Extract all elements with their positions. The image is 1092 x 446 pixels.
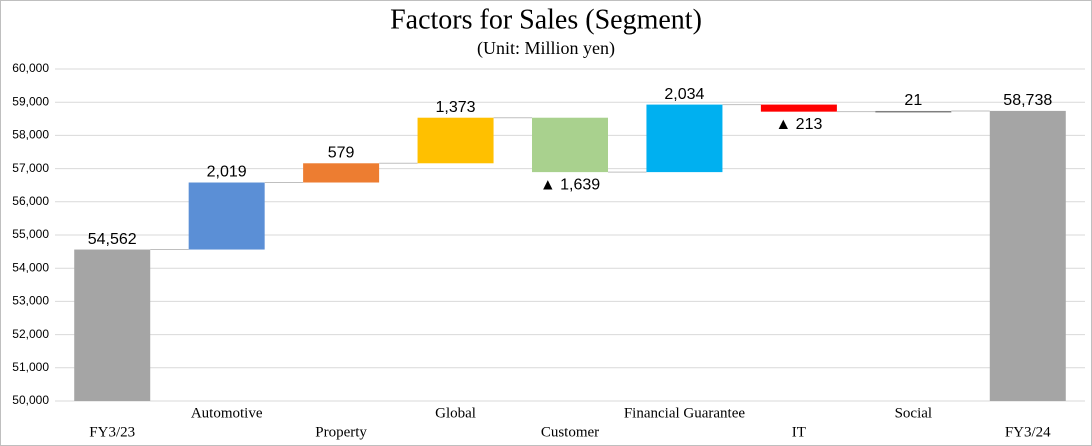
value-label: 2,019 [207,164,247,181]
x-tick-label: FY3/23 [89,424,135,440]
x-tick-label: Global [435,405,476,421]
value-label: 54,562 [88,231,137,248]
x-tick-label: Social [895,405,933,421]
bar [646,104,723,173]
bar [875,110,952,113]
bar [417,117,494,164]
x-tick-label: IT [792,424,806,440]
y-tick-label: 55,000 [12,227,49,241]
y-tick-label: 53,000 [12,294,49,308]
value-label: 579 [328,145,355,162]
value-label: 2,034 [664,86,704,103]
y-tick-label: 57,000 [12,161,49,175]
y-tick-label: 52,000 [12,327,49,341]
y-tick-label: 54,000 [12,260,49,274]
bar [532,117,608,173]
y-tick-label: 56,000 [12,194,49,208]
value-label: 21 [904,92,922,109]
y-tick-label: 50,000 [12,393,49,407]
x-tick-label: Property [315,424,367,440]
bar [303,163,380,183]
value-label: ▲ 213 [775,116,822,133]
x-tick-label: Financial Guarantee [624,405,746,421]
value-label: ▲ 1,639 [540,176,600,193]
y-tick-label: 58,000 [12,128,49,142]
bar [188,182,265,250]
chart-subtitle: (Unit: Million yen) [477,38,615,59]
x-tick-label: Automotive [191,405,263,421]
bar [760,104,837,112]
value-label: 1,373 [436,99,476,116]
bar [989,110,1066,401]
chart-title: Factors for Sales (Segment) [390,4,702,35]
y-tick-label: 60,000 [12,61,49,75]
y-tick-label: 59,000 [12,94,49,108]
value-label: 58,738 [1003,92,1052,109]
y-tick-label: 51,000 [12,360,49,374]
x-tick-label: Customer [541,424,599,440]
bar [74,249,151,401]
x-tick-label: FY3/24 [1005,424,1051,440]
